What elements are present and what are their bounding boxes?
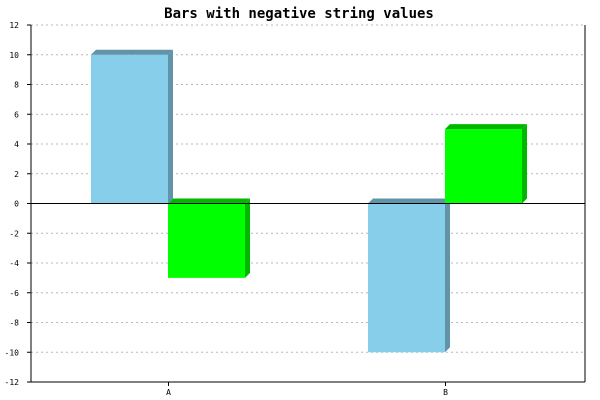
- bar-front: [168, 203, 245, 278]
- y-tick-label: 0: [14, 200, 19, 209]
- bar-A-series-1: [91, 49, 173, 204]
- y-tick-label: -2: [9, 229, 19, 238]
- x-tick-label: B: [443, 388, 448, 397]
- bar-top: [168, 198, 250, 204]
- bar-front: [368, 203, 445, 353]
- bar-side: [245, 198, 250, 278]
- bar-side: [445, 198, 450, 353]
- axes: [27, 24, 586, 386]
- bars: [91, 49, 527, 353]
- bar-A-series-2: [168, 198, 250, 278]
- y-tick-label: -10: [5, 348, 20, 357]
- y-tick-label: -8: [9, 319, 19, 328]
- y-tick-label: -12: [5, 378, 20, 387]
- bar-side: [168, 49, 173, 204]
- bar-B-series-2: [445, 124, 527, 204]
- bar-top: [91, 49, 173, 55]
- y-tick-label: 8: [14, 81, 19, 90]
- y-tick-label: -4: [9, 259, 19, 268]
- y-tick-label: 2: [14, 170, 19, 179]
- y-tick-labels: 12 10 8 6 4 2 0 -2 -4 -6 -8 -10 -12: [5, 21, 20, 387]
- y-tick-label: -6: [9, 289, 19, 298]
- y-tick-label: 4: [14, 140, 19, 149]
- bar-B-series-1: [368, 198, 450, 353]
- x-tick-label: A: [166, 388, 171, 397]
- y-tick-label: 10: [9, 51, 19, 60]
- y-tick-label: 6: [14, 110, 19, 119]
- bar-front: [91, 54, 168, 204]
- chart-title: Bars with negative string values: [164, 6, 434, 22]
- bar-top: [368, 198, 450, 204]
- bar-front: [445, 129, 522, 204]
- y-tick-label: 12: [9, 21, 19, 30]
- bar-top: [445, 124, 527, 130]
- bar-side: [522, 124, 527, 204]
